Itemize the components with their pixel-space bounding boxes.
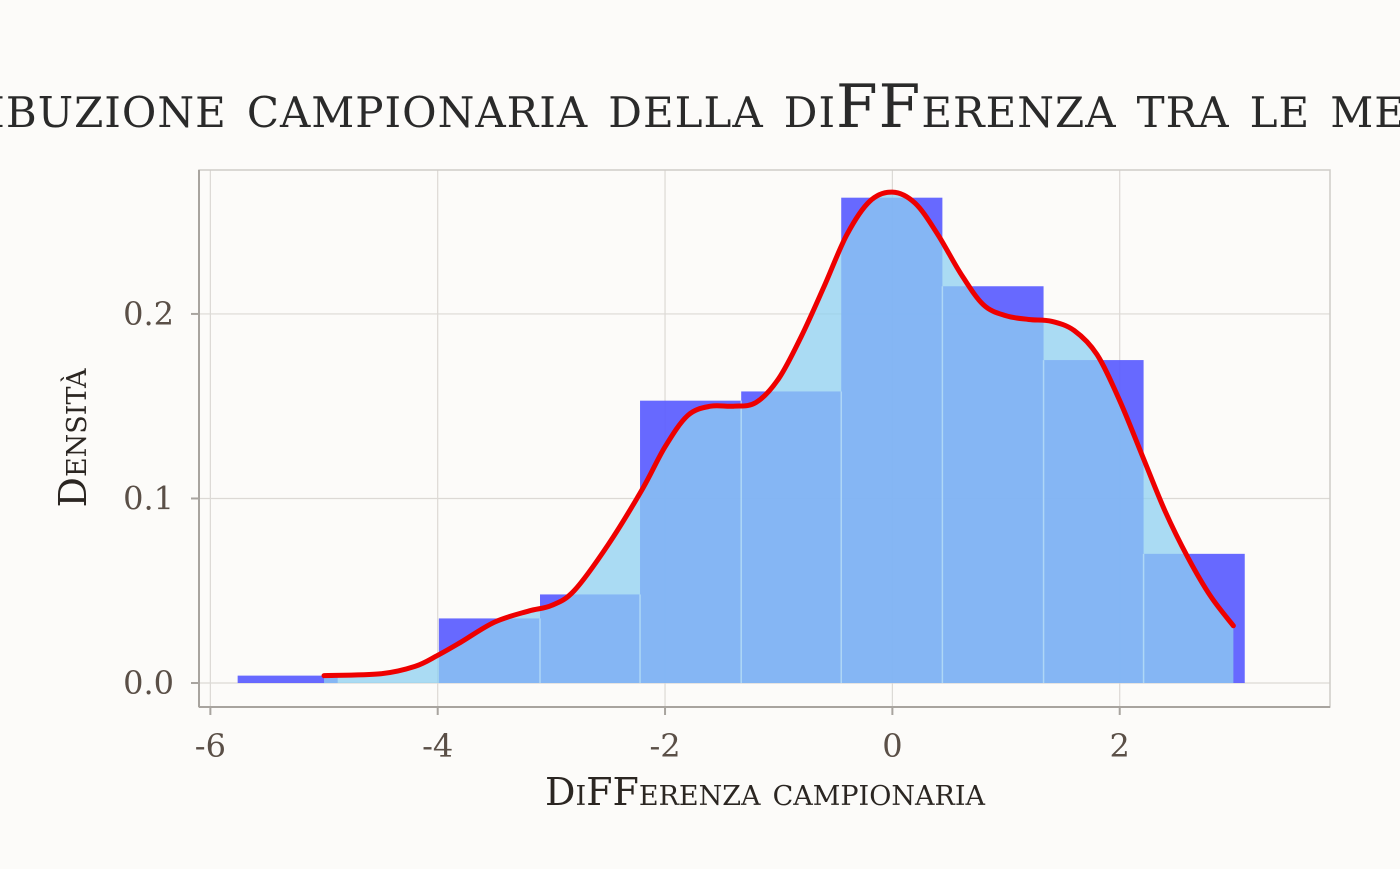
density-curve — [321, 189, 1236, 679]
y-tick-label: 0.0 — [123, 664, 174, 702]
x-tick-label: -4 — [422, 727, 453, 765]
density-area — [324, 192, 1234, 684]
tick-labels: -6 -4 -2 0 2 0.0 0.1 0.2 — [123, 295, 1130, 765]
y-tick-label: 0.1 — [123, 479, 174, 517]
x-axis-label: DiFFerenza campionaria — [545, 770, 985, 814]
x-tick-label: -6 — [195, 727, 226, 765]
density-layer — [321, 189, 1236, 684]
x-tick-label: 2 — [1110, 727, 1130, 765]
x-tick-label: -2 — [649, 727, 680, 765]
plot-frame — [198, 169, 1331, 708]
x-tick-label: 0 — [882, 727, 902, 765]
y-tick-label: 0.2 — [123, 295, 174, 333]
y-axis-label: Densità — [51, 368, 95, 507]
chart-title: Distribuzione campionaria della diFFeren… — [0, 72, 1400, 142]
histogram-bar — [237, 675, 338, 684]
